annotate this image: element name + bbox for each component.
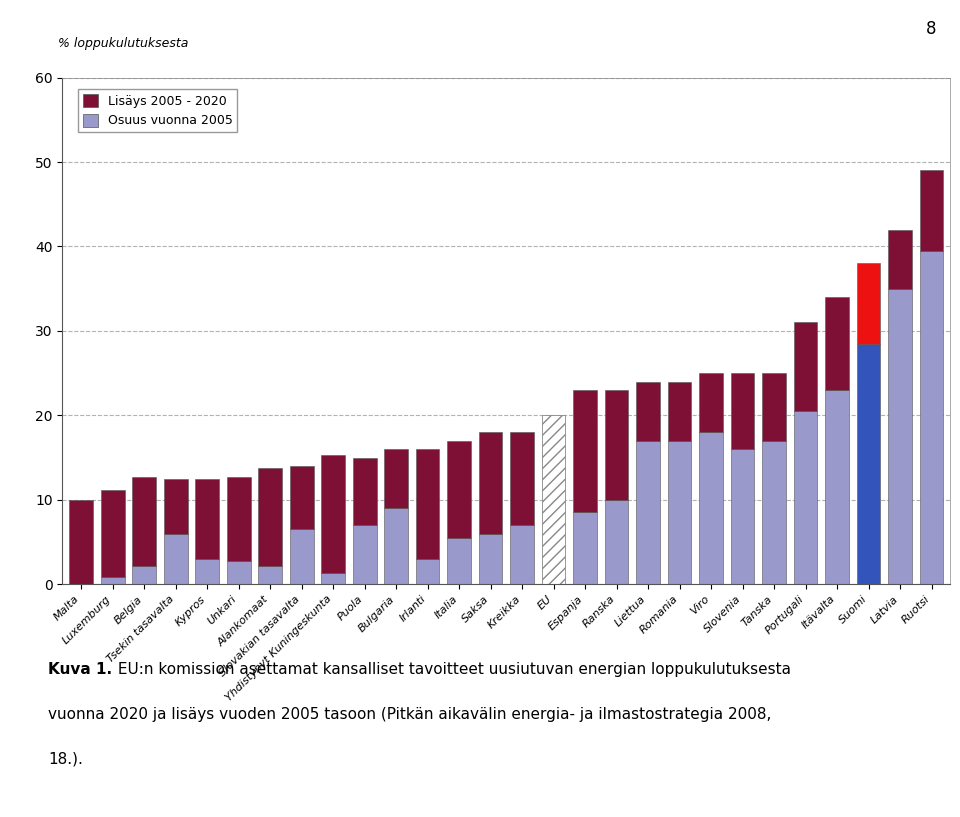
Bar: [888, 230, 912, 288]
Bar: [258, 468, 282, 565]
Bar: [636, 382, 660, 440]
Text: 8: 8: [925, 20, 936, 38]
Bar: [384, 449, 408, 508]
Bar: [668, 382, 691, 440]
Bar: [384, 508, 408, 584]
Bar: [731, 449, 755, 584]
Bar: [101, 490, 125, 577]
Bar: [196, 559, 219, 584]
Bar: [447, 538, 471, 584]
Bar: [164, 479, 187, 534]
Bar: [605, 390, 629, 500]
Bar: [605, 500, 629, 584]
Bar: [416, 449, 440, 559]
Bar: [479, 534, 502, 584]
Text: EU:n komission asettamat kansalliset tavoitteet uusiutuvan energian loppukulutuk: EU:n komission asettamat kansalliset tav…: [113, 662, 791, 676]
Text: 18.).: 18.).: [48, 752, 83, 766]
Bar: [353, 525, 376, 584]
Bar: [479, 432, 502, 534]
Bar: [699, 432, 723, 584]
Bar: [447, 440, 471, 538]
Bar: [541, 415, 565, 584]
Bar: [353, 458, 376, 525]
Bar: [290, 529, 314, 584]
Bar: [794, 411, 817, 584]
Legend: Lisäys 2005 - 2020, Osuus vuonna 2005: Lisäys 2005 - 2020, Osuus vuonna 2005: [78, 89, 237, 132]
Text: vuonna 2020 ja lisäys vuoden 2005 tasoon (Pitkän aikavälin energia- ja ilmastost: vuonna 2020 ja lisäys vuoden 2005 tasoon…: [48, 707, 772, 721]
Bar: [511, 432, 534, 525]
Bar: [826, 390, 849, 584]
Bar: [132, 477, 156, 565]
Bar: [322, 455, 345, 574]
Bar: [227, 477, 251, 561]
Bar: [920, 251, 944, 584]
Bar: [794, 323, 817, 411]
Bar: [416, 559, 440, 584]
Bar: [573, 390, 597, 512]
Bar: [511, 525, 534, 584]
Bar: [69, 500, 93, 584]
Bar: [826, 297, 849, 390]
Bar: [762, 440, 786, 584]
Bar: [290, 466, 314, 529]
Bar: [762, 373, 786, 440]
Bar: [322, 574, 345, 584]
Bar: [101, 577, 125, 584]
Bar: [856, 343, 880, 584]
Bar: [920, 171, 944, 251]
Bar: [196, 479, 219, 559]
Text: Kuva 1.: Kuva 1.: [48, 662, 112, 676]
Bar: [856, 263, 880, 343]
Bar: [636, 440, 660, 584]
Bar: [888, 288, 912, 584]
Bar: [573, 512, 597, 584]
Bar: [132, 565, 156, 584]
Bar: [699, 373, 723, 432]
Bar: [227, 561, 251, 584]
Bar: [164, 534, 187, 584]
Bar: [668, 440, 691, 584]
Bar: [731, 373, 755, 449]
Bar: [258, 565, 282, 584]
Text: % loppukulutuksesta: % loppukulutuksesta: [58, 37, 188, 50]
